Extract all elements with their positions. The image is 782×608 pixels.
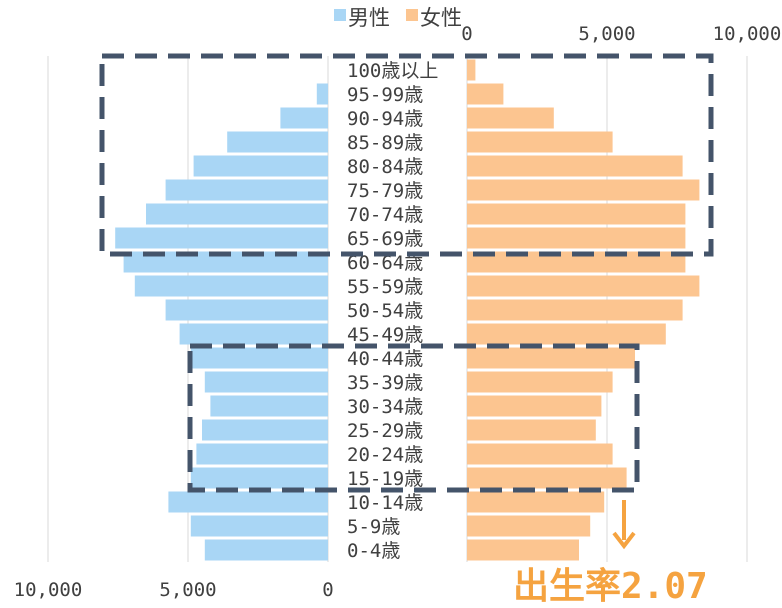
category-label: 75-79歳 xyxy=(347,180,423,202)
bar-male xyxy=(168,491,328,513)
bar-female xyxy=(467,323,666,345)
legend-swatch-male xyxy=(334,9,346,21)
category-label: 55-59歳 xyxy=(347,276,423,298)
legend: 男性 女性 xyxy=(334,6,462,30)
bar-male xyxy=(115,227,328,249)
category-label: 15-19歳 xyxy=(347,468,423,490)
bar-female xyxy=(467,275,700,297)
bar-female xyxy=(467,59,476,81)
bar-male xyxy=(134,275,328,297)
birth-rate-annotation: 出生率2.07 xyxy=(513,500,708,607)
left-axis-tick: 5,000 xyxy=(159,579,216,601)
arrow-head xyxy=(612,531,636,550)
bar-female xyxy=(467,203,686,225)
bar-female xyxy=(467,395,602,417)
bar-male xyxy=(146,203,328,225)
bar-male xyxy=(202,419,328,441)
category-label: 5-9歳 xyxy=(347,516,400,538)
category-labels: 0-4歳5-9歳10-14歳15-19歳20-24歳25-29歳30-34歳35… xyxy=(347,60,438,562)
highlight-boxes xyxy=(99,53,714,493)
category-label: 10-14歳 xyxy=(347,492,423,514)
category-label: 20-24歳 xyxy=(347,444,423,466)
category-label: 90-94歳 xyxy=(347,108,423,130)
category-label: 45-49歳 xyxy=(347,324,423,346)
category-label: 25-29歳 xyxy=(347,420,423,442)
bar-female xyxy=(467,467,627,489)
category-label: 30-34歳 xyxy=(347,396,423,418)
category-label: 80-84歳 xyxy=(347,156,423,178)
bar-male xyxy=(316,83,328,105)
bar-female xyxy=(467,347,635,369)
highlight-box-reproductive xyxy=(187,343,640,493)
category-label: 0-4歳 xyxy=(347,540,400,562)
bar-female xyxy=(467,371,613,393)
bar-female xyxy=(467,251,686,273)
bar-female xyxy=(467,155,683,177)
bar-male xyxy=(193,155,328,177)
bar-male xyxy=(227,131,328,153)
right-axis-tick: 10,000 xyxy=(713,23,782,45)
bar-female xyxy=(467,491,605,513)
category-label: 85-89歳 xyxy=(347,132,423,154)
legend-swatch-female xyxy=(406,9,418,21)
bars xyxy=(115,59,700,561)
category-label: 70-74歳 xyxy=(347,204,423,226)
legend-label-female: 女性 xyxy=(420,6,462,30)
bar-male xyxy=(210,395,328,417)
bar-female xyxy=(467,443,613,465)
left-axis-tick: 10,000 xyxy=(14,579,83,601)
category-label: 100歳以上 xyxy=(347,60,438,82)
category-label: 50-54歳 xyxy=(347,300,423,322)
birth-rate-label: 出生率2.07 xyxy=(513,566,708,607)
bar-male xyxy=(190,347,328,369)
category-label: 65-69歳 xyxy=(347,228,423,250)
axis-ticks: 10,000 5,000 0 0 5,000 10,000 xyxy=(14,23,782,601)
right-axis-tick: 5,000 xyxy=(578,23,635,45)
bar-female xyxy=(467,179,700,201)
category-label: 60-64歳 xyxy=(347,252,423,274)
bar-female xyxy=(467,83,504,105)
bar-female xyxy=(467,539,579,561)
right-axis-tick: 0 xyxy=(461,23,472,45)
legend-label-male: 男性 xyxy=(348,6,390,30)
bar-male xyxy=(196,443,328,465)
bar-female xyxy=(467,131,613,153)
bar-male xyxy=(280,107,328,129)
bar-male xyxy=(123,251,328,273)
bar-female xyxy=(467,419,596,441)
category-label: 95-99歳 xyxy=(347,84,423,106)
left-axis-tick: 0 xyxy=(322,579,333,601)
bar-female xyxy=(467,515,591,537)
bar-male xyxy=(190,515,328,537)
bar-male xyxy=(204,371,328,393)
highlight-box-elderly xyxy=(99,53,714,257)
bar-male xyxy=(179,323,328,345)
bar-female xyxy=(467,299,683,321)
bar-female xyxy=(467,227,686,249)
bar-female xyxy=(467,107,554,129)
bar-male xyxy=(165,299,328,321)
bar-male xyxy=(204,539,328,561)
bar-male xyxy=(165,179,328,201)
category-label: 40-44歳 xyxy=(347,348,423,370)
category-label: 35-39歳 xyxy=(347,372,423,394)
bar-male xyxy=(190,467,328,489)
